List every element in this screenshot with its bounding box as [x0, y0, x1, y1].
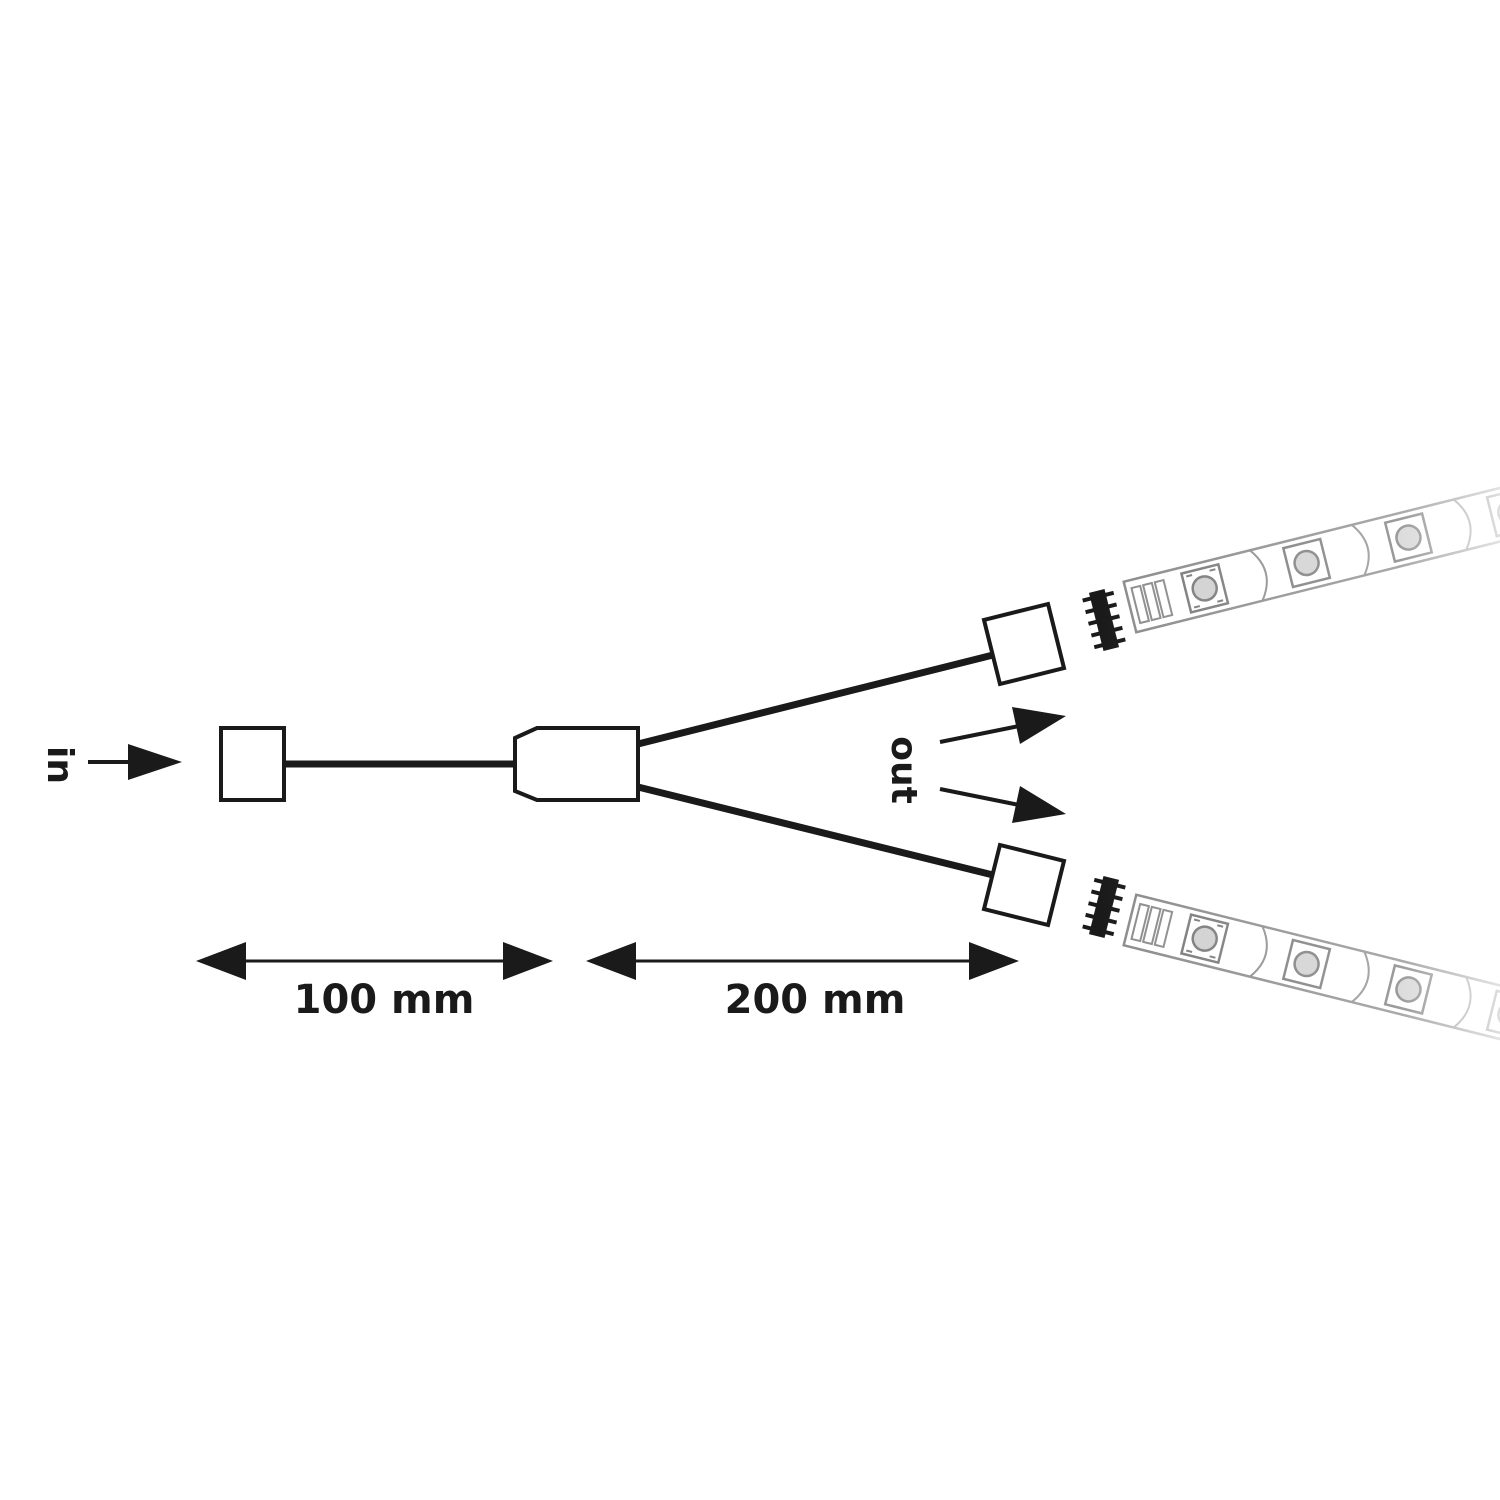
output-cable-upper: [637, 651, 994, 748]
input-label: in: [39, 746, 80, 784]
strip-fade: [1100, 460, 1500, 1060]
output-arrow-upper: [939, 707, 1066, 744]
dimension-line-second: [586, 942, 1019, 980]
dimension-label-second: 200 mm: [725, 977, 906, 1023]
splitter-housing: [513, 726, 640, 802]
output-connector-lower: [981, 842, 1067, 928]
output-connector-upper: [981, 601, 1067, 687]
dimension-label-first: 100 mm: [294, 977, 475, 1023]
output-cable-lower: [637, 783, 994, 879]
output-arrow-lower: [939, 786, 1066, 823]
input-arrow: [88, 744, 182, 780]
input-connector: [219, 726, 286, 802]
output-label: out: [883, 736, 924, 804]
dimension-line-first: [196, 942, 553, 980]
